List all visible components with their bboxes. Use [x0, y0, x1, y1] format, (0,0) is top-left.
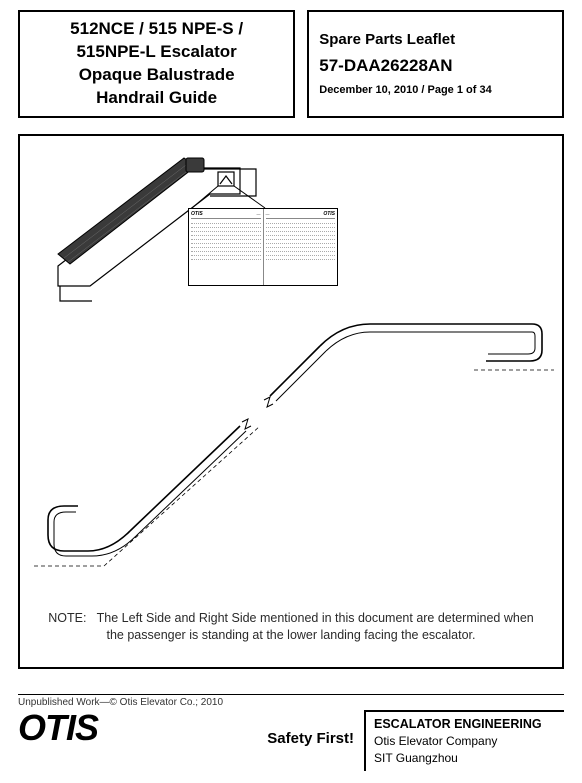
leaflet-code: 57-DAA26228AN: [319, 56, 552, 76]
leaflet-info-box: Spare Parts Leaflet 57-DAA26228AN Decemb…: [307, 10, 564, 118]
callout-logo: OTIS: [191, 211, 203, 217]
diagram-container: OTIS — — OTIS NOTE: The Left Side and Ri…: [18, 134, 564, 669]
eng-title: ESCALATOR ENGINEERING: [374, 716, 564, 734]
handrail-guide-sideview: [34, 324, 554, 566]
title-line: 512NCE / 515 NPE-S /: [28, 18, 285, 41]
title-line: Handrail Guide: [28, 87, 285, 110]
note-text: NOTE: The Left Side and Right Side menti…: [42, 610, 540, 645]
callout-logo: OTIS: [323, 211, 335, 217]
logo-cell: OTIS: [18, 710, 158, 744]
note-body: The Left Side and Right Side mentioned i…: [97, 611, 534, 643]
footer: Unpublished Work—© Otis Elevator Co.; 20…: [18, 694, 564, 771]
eng-site: SIT Guangzhou: [374, 750, 564, 767]
eng-company: Otis Elevator Company: [374, 733, 564, 750]
note-label: NOTE:: [48, 611, 86, 625]
header-row: 512NCE / 515 NPE-S / 515NPE-L Escalator …: [0, 0, 582, 126]
otis-logo: OTIS: [18, 712, 158, 744]
document-title-box: 512NCE / 515 NPE-S / 515NPE-L Escalator …: [18, 10, 295, 118]
title-line: Opaque Balustrade: [28, 64, 285, 87]
leaflet-title: Spare Parts Leaflet: [319, 31, 552, 48]
engineering-info: ESCALATOR ENGINEERING Otis Elevator Comp…: [364, 710, 564, 771]
copyright-line: Unpublished Work—© Otis Elevator Co.; 20…: [18, 694, 564, 708]
leaflet-date: December 10, 2010 / Page 1 of 34: [319, 84, 552, 96]
callout-parts-table: OTIS — — OTIS: [188, 208, 338, 286]
title-line: 515NPE-L Escalator: [28, 41, 285, 64]
safety-slogan: Safety First!: [158, 710, 364, 747]
